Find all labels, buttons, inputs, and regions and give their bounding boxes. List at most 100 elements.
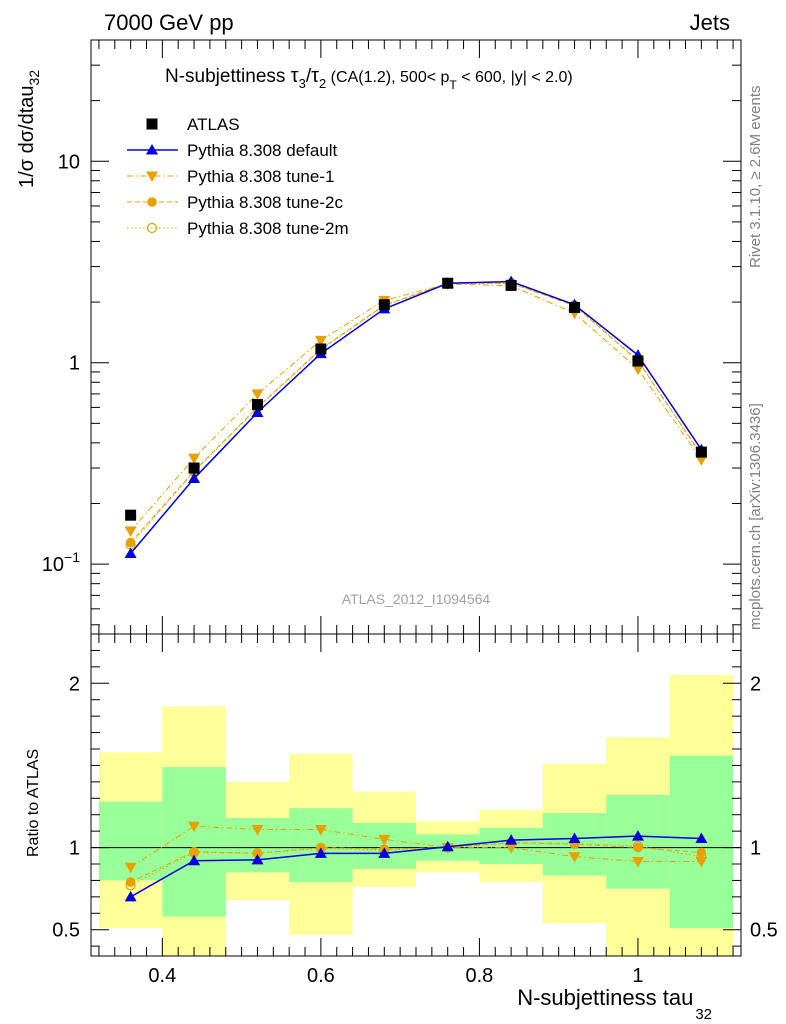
x-tick-label: 1 <box>632 965 643 987</box>
main-point-default <box>251 406 264 418</box>
main-series-default <box>124 275 708 558</box>
main-point-tune1 <box>124 526 137 538</box>
plot-title: N-subjettiness τ3/τ2 (CA(1.2), 500< pT <… <box>165 65 573 92</box>
ratio-point-default <box>695 832 708 844</box>
main-point-data <box>569 301 581 313</box>
main-point-data <box>505 279 517 291</box>
legend-entry-tune1: Pythia 8.308 tune-1 <box>127 167 334 186</box>
title-tau-b: τ <box>311 65 319 87</box>
title-sub2: 2 <box>319 76 326 91</box>
ratio-line-tune2c <box>130 842 702 883</box>
legend-marker-tune2m <box>146 222 158 234</box>
ratio-y-tick-labels: 0.5 0.5 1 1 2 2 <box>52 673 778 941</box>
legend-entry-default: Pythia 8.308 default <box>127 141 338 160</box>
ratio-point-tune1 <box>505 843 518 854</box>
legend-entry-data: ATLAS <box>146 115 240 134</box>
ratio-line-default <box>130 835 702 898</box>
ratio-point-default <box>124 890 137 902</box>
main-y-tick-label-base: 10 <box>58 151 80 173</box>
ratio-point-tune2c <box>696 847 707 858</box>
main-point-data <box>315 343 327 355</box>
ratio-point-tune1 <box>568 852 581 863</box>
main-series-tune2m <box>125 278 707 550</box>
legend-label-tune1: Pythia 8.308 tune-1 <box>187 167 334 186</box>
ratio-bands <box>98 675 734 956</box>
main-point-tune1 <box>631 364 644 376</box>
main-y-axis-label: 1/σ dσ/dtau32 <box>16 70 42 188</box>
main-series-data <box>125 277 707 521</box>
title-rest1: (CA(1.2), 500< p <box>326 69 449 86</box>
ratio-point-default <box>568 832 581 844</box>
header-left: 7000 GeV pp <box>104 10 234 35</box>
main-point-data <box>695 446 707 458</box>
main-y-tick-label: 1 <box>69 353 80 375</box>
ratio-point-default <box>188 854 201 866</box>
main-point-tune1 <box>695 455 708 466</box>
ratio-point-default <box>441 840 454 852</box>
ratio-y-tick-label-left: 1 <box>69 838 80 860</box>
ratio-point-tune1 <box>314 825 327 836</box>
main-point-data <box>125 509 137 521</box>
legend-entry-tune2m: Pythia 8.308 tune-2m <box>127 219 349 238</box>
main-line-default <box>130 280 702 554</box>
legend-marker-default <box>146 144 158 155</box>
ratio-point-tune1 <box>188 821 201 833</box>
main-series <box>124 275 708 558</box>
rivet-label: Rivet 3.1.10, ≥ 2.6M events <box>747 86 764 269</box>
ratio-point-tune2c <box>125 877 136 887</box>
main-point-tune1 <box>251 389 264 400</box>
legend-marker-tune1 <box>146 171 158 182</box>
ratio-point-tune2c <box>252 848 263 859</box>
main-y-tick-label-base: 1 <box>69 353 80 375</box>
ratio-panel: 0.5 0.5 1 1 2 2 0.4 0.6 0.8 1 <box>52 633 778 987</box>
x-tick-labels: 0.4 0.6 0.8 1 <box>148 965 643 987</box>
ratio-band-inner <box>162 767 226 917</box>
x-axis-label-text: N-subjettiness tau <box>517 985 693 1010</box>
ratio-point-tune2c <box>189 846 199 857</box>
legend-entry-tune2c: Pythia 8.308 tune-2c <box>127 193 343 212</box>
main-line-tune1 <box>130 283 702 532</box>
ratio-point-default <box>631 830 644 841</box>
main-point-data <box>378 299 390 311</box>
main-point-tune1 <box>188 453 201 465</box>
legend: ATLAS Pythia 8.308 default Pythia 8.308 tu… <box>127 115 349 238</box>
main-point-tune2c <box>125 537 136 548</box>
ratio-y-tick-label-left: 0.5 <box>52 920 80 942</box>
main-line-tune2m <box>130 282 702 545</box>
ratio-y-tick-label-right: 1 <box>750 838 761 860</box>
main-point-default <box>124 547 137 558</box>
title-slash: / <box>306 66 312 87</box>
analysis-watermark: ATLAS_2012_I1094564 <box>342 591 491 607</box>
ratio-point-tune1 <box>378 834 391 846</box>
title-prefix: N-subjettiness <box>165 66 291 87</box>
main-y-axis-label-sub: 32 <box>26 70 42 86</box>
title-rest2: < 600, |y| < 2.0) <box>457 69 573 86</box>
main-point-data <box>632 355 644 367</box>
ratio-point-default <box>505 834 518 845</box>
ratio-series <box>124 821 708 902</box>
legend-label-tune2m: Pythia 8.308 tune-2m <box>187 219 349 238</box>
main-line-tune2c <box>130 282 702 543</box>
main-point-default <box>188 472 201 484</box>
main-y-tick-label: 10 <box>58 151 80 173</box>
ratio-line-tune1 <box>130 825 702 868</box>
ratio-point-tune1 <box>631 857 644 868</box>
main-ticks <box>91 39 741 634</box>
legend-label-tune2c: Pythia 8.308 tune-2c <box>187 193 343 212</box>
x-tick-label: 0.4 <box>148 965 176 987</box>
main-y-axis-label-text: 1/σ dσ/dtau <box>16 85 38 188</box>
legend-marker-data <box>146 118 158 130</box>
main-point-tune1 <box>314 335 327 347</box>
ratio-y-axis-label: Ratio to ATLAS <box>25 749 42 857</box>
ratio-point-default <box>378 847 391 858</box>
ratio-point-default <box>314 847 327 858</box>
ratio-series-tune1 <box>124 821 708 874</box>
ratio-frame <box>90 633 742 957</box>
ratio-ticks <box>91 634 741 956</box>
ratio-point-tune1 <box>695 857 708 868</box>
ratio-series-default <box>124 830 708 902</box>
header-right: Jets <box>690 10 730 35</box>
ratio-point-tune1 <box>124 862 137 874</box>
